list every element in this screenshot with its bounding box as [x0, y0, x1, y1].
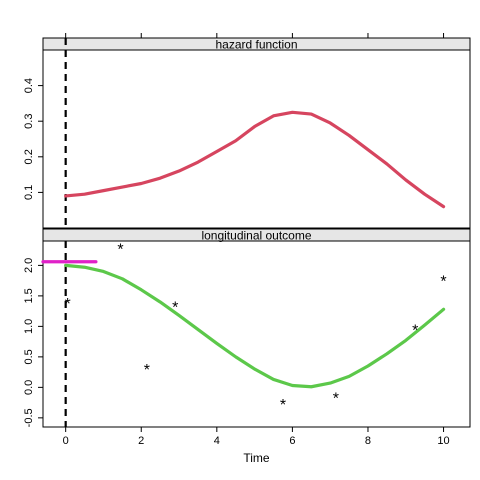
observation-point: *	[117, 241, 123, 258]
x-tick-label: 0	[63, 435, 69, 447]
series-hazard	[64, 110, 446, 209]
y-tick-label: 2.0	[23, 258, 35, 273]
y-tick-label: 0.5	[23, 349, 35, 364]
observation-point: *	[280, 397, 286, 414]
x-tick-label: 4	[214, 435, 220, 447]
panel-title-longitudinal: longitudinal outcome	[201, 229, 311, 243]
panel-longitudinal: longitudinal outcome -0.5 0.0 0.5 1.0 1.5 2.0…	[23, 228, 471, 428]
y-axis-hazard: 0.1 0.2 0.3 0.4	[23, 78, 43, 200]
series-line	[64, 110, 446, 209]
observation-point: *	[333, 391, 339, 408]
panel-hazard: hazard function 0.1 0.2 0.3 0.4	[23, 33, 471, 229]
y-tick-label: 0.4	[23, 78, 35, 93]
x-axis-label: Time	[243, 451, 270, 465]
y-tick-label: 1.0	[23, 319, 35, 334]
panel-frame-longitudinal	[42, 240, 471, 428]
panel-title-hazard: hazard function	[215, 38, 297, 52]
y-tick-label: 0.2	[23, 149, 35, 164]
y-tick-label: 0.3	[23, 114, 35, 129]
y-tick-label: 0.1	[23, 185, 35, 200]
observations: * * * * * * * *	[64, 241, 446, 414]
observation-point: *	[172, 299, 178, 316]
y-tick-label: -0.5	[23, 408, 35, 427]
y-axis-longitudinal: -0.5 0.0 0.5 1.0 1.5 2.0	[23, 258, 43, 427]
x-tick-label: 8	[365, 435, 371, 447]
series-line	[64, 263, 446, 389]
series-longitudinal	[41, 260, 446, 389]
observation-point: *	[412, 322, 418, 339]
observation-point: *	[144, 362, 150, 379]
x-tick-label: 2	[138, 435, 144, 447]
observation-point: *	[440, 274, 446, 291]
y-tick-label: 1.5	[23, 288, 35, 303]
x-axis: 0 2 4 6 8 10	[63, 427, 450, 447]
y-tick-label: 0.0	[23, 380, 35, 395]
observation-point: *	[64, 296, 70, 313]
x-tick-label: 10	[437, 435, 449, 447]
x-tick-label: 6	[289, 435, 295, 447]
top-ticks	[65, 33, 445, 38]
panel-frame-hazard	[42, 49, 471, 229]
